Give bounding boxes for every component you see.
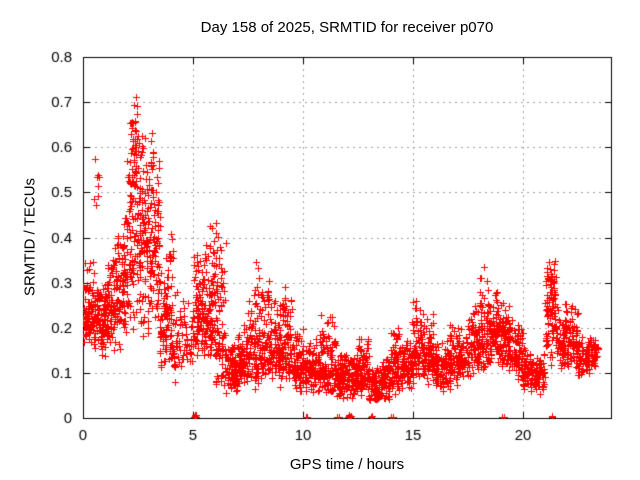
chart-title: Day 158 of 2025, SRMTID for receiver p07…: [200, 19, 494, 36]
x-axis-label: GPS time / hours: [289, 456, 405, 473]
y-axis-label: SRMTID / TECUs: [21, 177, 39, 297]
